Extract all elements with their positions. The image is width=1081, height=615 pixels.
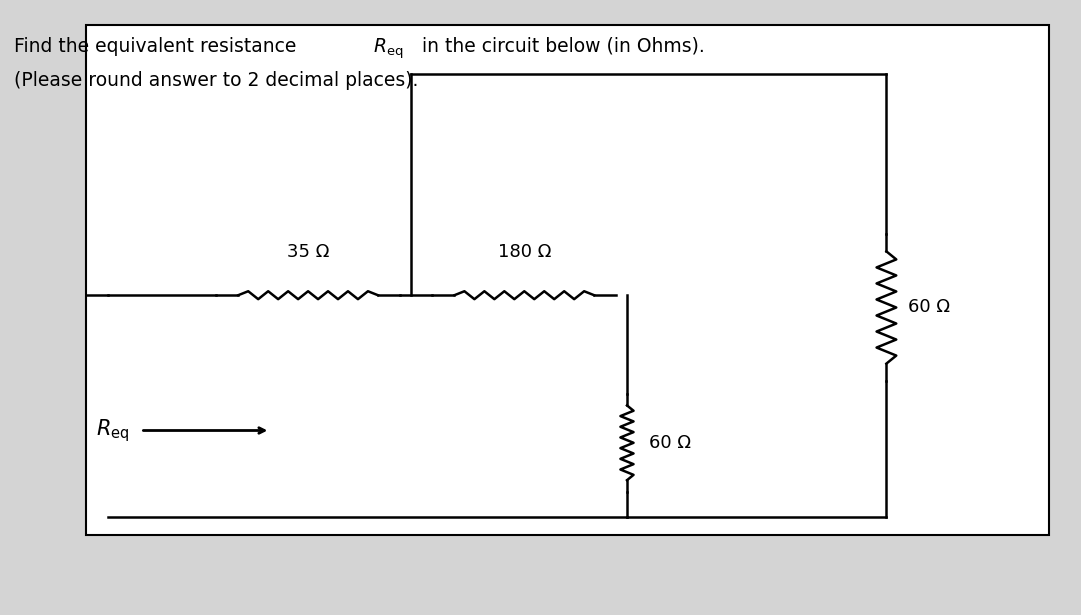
FancyBboxPatch shape — [86, 25, 1049, 535]
Text: $R_\mathrm{eq}$: $R_\mathrm{eq}$ — [96, 417, 130, 444]
Text: 60 Ω: 60 Ω — [649, 434, 691, 452]
Text: $R_\mathrm{eq}$: $R_\mathrm{eq}$ — [373, 37, 403, 62]
Text: Find the equivalent resistance: Find the equivalent resistance — [14, 37, 303, 56]
Text: 35 Ω: 35 Ω — [286, 244, 330, 261]
Text: in the circuit below (in Ohms).: in the circuit below (in Ohms). — [416, 37, 705, 56]
Text: 60 Ω: 60 Ω — [908, 298, 950, 317]
Text: 180 Ω: 180 Ω — [497, 244, 551, 261]
Text: (Please round answer to 2 decimal places).: (Please round answer to 2 decimal places… — [14, 71, 418, 90]
